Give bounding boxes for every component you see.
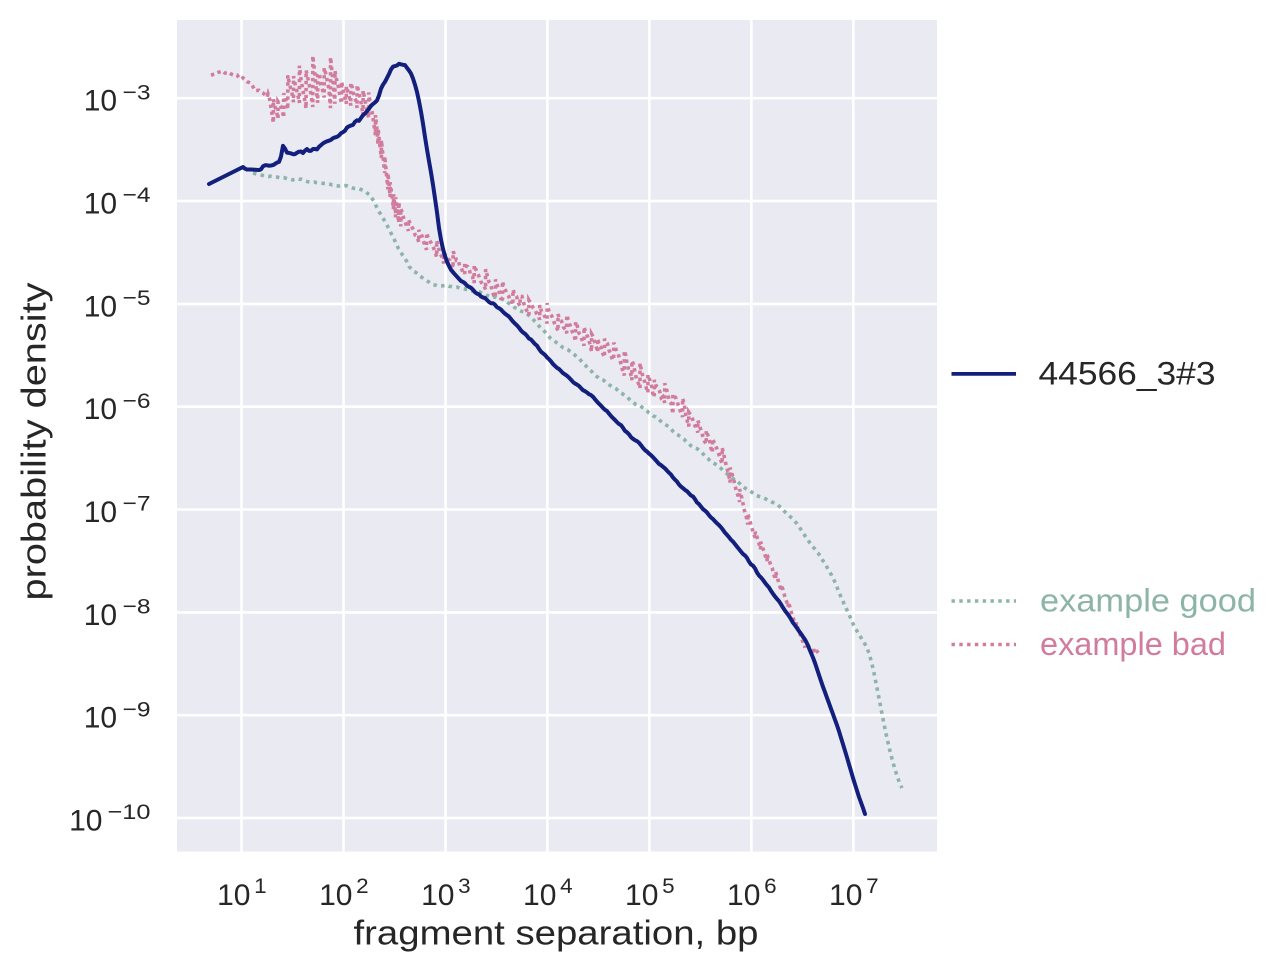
svg-text:10: 10 bbox=[69, 805, 102, 838]
svg-text:−4: −4 bbox=[123, 183, 151, 207]
svg-text:−6: −6 bbox=[123, 389, 151, 413]
svg-text:10: 10 bbox=[84, 496, 117, 529]
svg-text:10: 10 bbox=[84, 702, 117, 735]
svg-text:10: 10 bbox=[217, 879, 250, 912]
svg-text:−3: −3 bbox=[123, 80, 151, 104]
svg-text:example good: example good bbox=[1040, 582, 1256, 618]
svg-text:10: 10 bbox=[829, 879, 862, 912]
svg-text:10: 10 bbox=[84, 393, 117, 426]
svg-text:10: 10 bbox=[727, 879, 760, 912]
svg-text:10: 10 bbox=[421, 879, 454, 912]
svg-text:2: 2 bbox=[356, 874, 369, 898]
svg-text:−9: −9 bbox=[123, 697, 151, 721]
svg-text:6: 6 bbox=[764, 874, 777, 898]
svg-text:10: 10 bbox=[625, 879, 658, 912]
svg-text:10: 10 bbox=[84, 188, 117, 221]
svg-text:10: 10 bbox=[319, 879, 352, 912]
svg-text:−10: −10 bbox=[108, 800, 151, 824]
svg-text:fragment separation, bp: fragment separation, bp bbox=[354, 915, 759, 953]
svg-text:10: 10 bbox=[84, 85, 117, 118]
svg-text:probability density: probability density bbox=[16, 282, 54, 601]
svg-text:−8: −8 bbox=[123, 595, 151, 619]
svg-text:5: 5 bbox=[662, 874, 675, 898]
svg-text:−5: −5 bbox=[123, 286, 151, 310]
svg-text:10: 10 bbox=[84, 290, 117, 323]
svg-text:3: 3 bbox=[458, 874, 471, 898]
svg-text:1: 1 bbox=[254, 874, 267, 898]
svg-text:example bad: example bad bbox=[1040, 626, 1226, 662]
svg-text:−7: −7 bbox=[123, 492, 151, 516]
svg-text:4: 4 bbox=[560, 874, 573, 898]
svg-text:44566_3#3: 44566_3#3 bbox=[1039, 355, 1216, 392]
svg-text:10: 10 bbox=[523, 879, 556, 912]
svg-text:10: 10 bbox=[84, 599, 117, 632]
svg-text:7: 7 bbox=[866, 874, 879, 898]
